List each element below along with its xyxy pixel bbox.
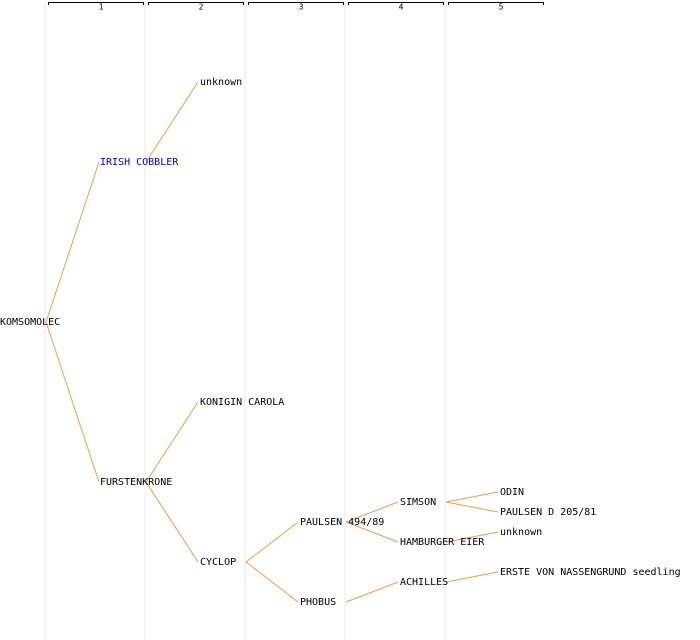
edge	[145, 481, 199, 563]
edge	[145, 401, 199, 483]
column-label: 4	[399, 3, 404, 12]
node-label: KOMSOMOLEC	[0, 317, 60, 328]
node-label: PAULSEN D 205/81	[500, 507, 596, 518]
header-bracket	[448, 2, 544, 5]
edge	[445, 571, 499, 583]
node-label: KONIGIN CAROLA	[200, 397, 284, 408]
edge	[45, 161, 100, 323]
edge	[45, 321, 100, 483]
edges	[45, 81, 499, 603]
edge	[145, 81, 199, 163]
edge	[345, 521, 399, 543]
edge	[245, 561, 299, 603]
edge	[445, 531, 499, 543]
node-label: ERSTE VON NASSENGRUND seedling	[500, 567, 681, 578]
edge	[245, 521, 299, 563]
grid	[44, 4, 446, 640]
node-label: PAULSEN 494/89	[300, 517, 384, 528]
header-bracket	[248, 2, 344, 5]
column-label: 3	[299, 3, 304, 12]
node-link[interactable]: IRISH COBBLER	[100, 157, 179, 168]
header-bracket	[148, 2, 244, 5]
node-label: HAMBURGER EIER	[400, 537, 485, 548]
column-label: 5	[499, 3, 504, 12]
node-label: unknown	[500, 527, 542, 538]
header-bracket	[48, 2, 144, 5]
node-label: FURSTENKRONE	[100, 477, 172, 488]
node-label: SIMSON	[400, 497, 436, 508]
edge	[445, 501, 499, 513]
node-label: ACHILLES	[400, 577, 448, 588]
node-label: CYCLOP	[200, 557, 236, 568]
edge	[445, 491, 499, 503]
edge	[345, 581, 399, 603]
column-label: 2	[199, 3, 204, 12]
node-label: ODIN	[500, 487, 524, 498]
node-label: PHOBUS	[300, 597, 336, 608]
nodes: KOMSOMOLEC IRISH COBBLER unknown FURSTEN…	[0, 77, 681, 608]
header-bracket	[348, 2, 444, 5]
edge	[345, 501, 399, 523]
node-label: unknown	[200, 77, 242, 88]
column-label: 1	[99, 3, 104, 12]
column-headers: 1 2 3 4 5	[48, 2, 544, 12]
